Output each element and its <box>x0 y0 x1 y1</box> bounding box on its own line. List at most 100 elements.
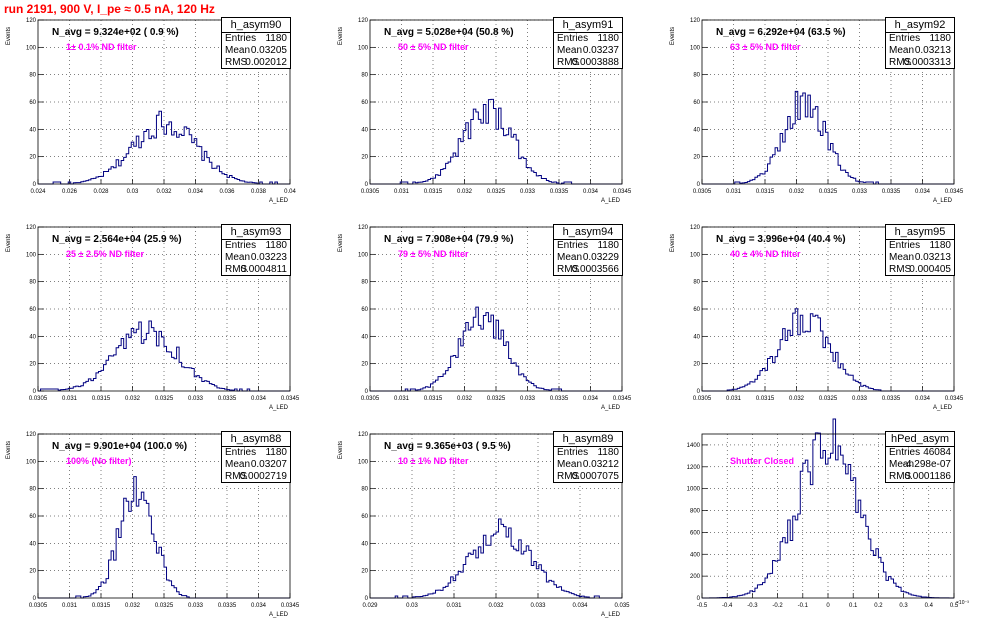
y-tick-label: 20 <box>29 569 36 575</box>
stats-box: h_asym93 Entries 1180 Mean 0.03223 RMS 0.00048… <box>221 224 291 276</box>
x-tick-label: 0.036 <box>219 189 235 195</box>
x-tick-label: 0.031 <box>726 396 742 402</box>
y-tick-label: 60 <box>361 100 368 106</box>
y-tick-label: 100 <box>690 252 701 258</box>
x-tick-label: 0.033 <box>520 396 536 402</box>
y-tick-label: 0 <box>697 596 701 602</box>
histogram-title: N_avg = 2.564e+04 (25.9 %) <box>52 234 182 245</box>
y-tick-label: 0 <box>697 182 701 188</box>
y-tick-label: 100 <box>26 459 37 465</box>
page-title: run 2191, 900 V, I_pe ≈ 0.5 nA, 120 Hz <box>4 2 215 16</box>
filter-annotation: 63 ± 5% ND filter <box>730 42 801 52</box>
histogram-panel-h_asym90: 0.024 0.026 0.028 0.03 0.032 0.034 0.036 0.038 0… <box>0 0 332 207</box>
x-tick-label: 0.034 <box>583 189 599 195</box>
stats-label-rms: RMS <box>889 264 912 275</box>
stats-box: h_asym92 Entries 1180 Mean 0.03213 RMS 0.00033… <box>885 17 955 69</box>
y-tick-label: 120 <box>358 432 369 438</box>
x-tick-label: 0.032 <box>457 189 473 195</box>
y-tick-label: 200 <box>690 574 701 580</box>
histogram-bars-h_asym89 <box>370 518 622 599</box>
y-tick-label: 80 <box>29 280 36 286</box>
x-tick-label: 0.0325 <box>819 189 838 195</box>
y-tick-label: 20 <box>693 362 700 368</box>
stats-value-mean: 0.03213 <box>914 252 951 263</box>
x-tick-label: 0.0325 <box>819 396 838 402</box>
stats-row-entries: Entries 46084 <box>886 447 954 459</box>
y-tick-label: 100 <box>26 45 37 51</box>
plot-frame <box>701 226 955 392</box>
stats-row-rms: RMS 0.0001186 <box>886 471 954 483</box>
stats-label-entries: Entries <box>889 447 921 458</box>
x-axis-title: A_LED <box>269 198 289 204</box>
stats-label-entries: Entries <box>889 33 921 44</box>
stats-label-mean: Mean <box>889 459 915 470</box>
x-tick-label: 0.0345 <box>945 189 964 195</box>
stats-value-rms: 0.002012 <box>245 57 287 68</box>
stats-row-mean: Mean 0.03213 <box>886 252 954 264</box>
histogram-bars-h_asym91 <box>370 98 622 185</box>
x-tick-label: 0.0325 <box>487 396 506 402</box>
y-tick-label: 400 <box>690 552 701 558</box>
y-tick-label: 60 <box>693 100 700 106</box>
x-tick-label: 0.3 <box>899 603 908 609</box>
stats-histogram-name: h_asym93 <box>222 225 290 240</box>
x-tick-label: 0.033 <box>852 189 868 195</box>
stats-row-mean: Mean -4.298e-07 <box>886 459 954 471</box>
y-tick-label: 120 <box>26 432 37 438</box>
y-tick-label: 100 <box>358 45 369 51</box>
histogram-bars-hPed_asym <box>702 418 954 599</box>
x-tick-label: 0.0325 <box>155 396 174 402</box>
y-tick-label: 600 <box>690 530 701 536</box>
stats-label-rms: RMS <box>889 471 912 482</box>
x-tick-label: 0.031 <box>62 396 78 402</box>
x-tick-label: 0.032 <box>488 603 504 609</box>
stats-row-mean: Mean 0.03223 <box>222 252 290 264</box>
stats-value-entries: 46084 <box>923 447 951 458</box>
stats-label-entries: Entries <box>225 33 257 44</box>
y-tick-label: 120 <box>26 225 37 231</box>
stats-value-rms: 0.000405 <box>909 264 951 275</box>
stats-box: h_asym89 Entries 1180 Mean 0.03212 RMS 0.00070… <box>553 431 623 483</box>
stats-row-rms: RMS 0.0004811 <box>222 264 290 276</box>
stats-value-mean: 0.03205 <box>250 45 287 56</box>
filter-annotation: 79 ± 5% ND filter <box>398 249 469 259</box>
x-tick-label: 0.0325 <box>487 189 506 195</box>
x-tick-label: 0.033 <box>530 603 546 609</box>
x-tick-label: 0.038 <box>251 189 267 195</box>
y-tick-label: 60 <box>29 100 36 106</box>
stats-box: h_asym91 Entries 1180 Mean 0.03237 RMS 0.00038… <box>553 17 623 69</box>
x-tick-label: 0.0335 <box>218 396 237 402</box>
stats-row-entries: Entries 1180 <box>886 240 954 252</box>
stats-box: h_asym90 Entries 1180 Mean 0.03205 RMS 0.00201… <box>221 17 291 69</box>
histogram-title: N_avg = 9.901e+04 (100.0 %) <box>52 441 188 452</box>
y-tick-label: 60 <box>29 514 36 520</box>
stats-label-mean: Mean <box>557 459 583 470</box>
stats-value-mean: 0.03223 <box>250 252 287 263</box>
stats-value-mean: 0.03229 <box>582 252 619 263</box>
x-tick-label: -0.4 <box>722 603 733 609</box>
x-axis-title: A_LED <box>933 198 953 204</box>
y-axis-title: Events <box>6 441 12 459</box>
stats-row-mean: Mean 0.03212 <box>554 459 622 471</box>
stats-histogram-name: h_asym88 <box>222 432 290 447</box>
histogram-panel-h_asym93: 0.0305 0.031 0.0315 0.032 0.0325 0.033 0.0335 0… <box>0 207 332 414</box>
y-tick-label: 80 <box>361 280 368 286</box>
stats-value-rms: 0.0003566 <box>571 264 619 275</box>
filter-annotation: Shutter Closed <box>730 456 795 466</box>
stats-label-rms: RMS <box>225 57 248 68</box>
histogram-svg: 0.029 0.03 0.031 0.032 0.033 0.034 0.035 0 20 40 6… <box>338 432 630 618</box>
stats-value-mean: 0.03237 <box>582 45 619 56</box>
x-tick-label: 0.0335 <box>550 396 569 402</box>
stats-label-mean: Mean <box>225 45 251 56</box>
histogram-bars-h_asym94 <box>370 306 622 392</box>
x-axis-title: A_LED <box>269 612 289 618</box>
x-tick-label: 0.031 <box>446 603 462 609</box>
x-tick-label: 0.0345 <box>613 396 632 402</box>
x-tick-label: 0.1 <box>849 603 858 609</box>
x-tick-label: 0.035 <box>614 603 630 609</box>
plot-frame <box>369 226 623 392</box>
histogram-svg: 0.0305 0.031 0.0315 0.032 0.0325 0.033 0.0335 0… <box>338 18 632 204</box>
stats-label-mean: Mean <box>889 45 915 56</box>
plot-frame <box>701 19 955 185</box>
stats-label-rms: RMS <box>889 57 912 68</box>
